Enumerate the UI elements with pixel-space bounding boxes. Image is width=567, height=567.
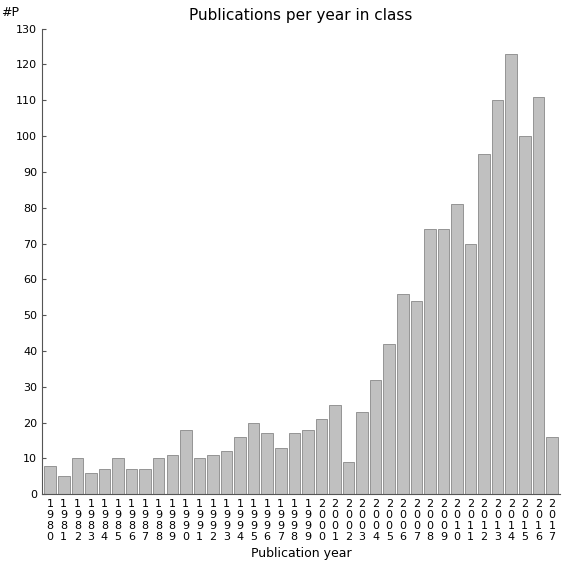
Bar xyxy=(180,430,192,494)
Bar xyxy=(112,459,124,494)
Bar xyxy=(234,437,246,494)
Bar xyxy=(139,469,151,494)
Bar xyxy=(207,455,219,494)
Bar xyxy=(153,459,164,494)
Bar xyxy=(193,459,205,494)
X-axis label: Publication year: Publication year xyxy=(251,547,352,560)
Bar xyxy=(71,459,83,494)
Bar xyxy=(126,469,137,494)
Bar xyxy=(58,476,70,494)
Text: #P: #P xyxy=(1,6,19,19)
Bar xyxy=(343,462,354,494)
Bar xyxy=(397,294,409,494)
Bar xyxy=(44,466,56,494)
Bar xyxy=(221,451,232,494)
Bar xyxy=(438,229,449,494)
Bar xyxy=(519,136,531,494)
Bar xyxy=(546,437,558,494)
Bar xyxy=(370,380,382,494)
Bar xyxy=(99,469,110,494)
Bar xyxy=(261,433,273,494)
Bar xyxy=(505,54,517,494)
Bar xyxy=(289,433,300,494)
Bar xyxy=(411,301,422,494)
Bar xyxy=(424,229,435,494)
Bar xyxy=(492,100,503,494)
Bar xyxy=(479,154,490,494)
Bar xyxy=(356,412,368,494)
Bar xyxy=(85,473,97,494)
Bar xyxy=(451,204,463,494)
Title: Publications per year in class: Publications per year in class xyxy=(189,9,413,23)
Bar xyxy=(275,448,286,494)
Bar xyxy=(329,405,341,494)
Bar xyxy=(532,97,544,494)
Bar xyxy=(465,244,476,494)
Bar xyxy=(302,430,314,494)
Bar xyxy=(248,422,259,494)
Bar xyxy=(167,455,178,494)
Bar xyxy=(316,419,327,494)
Bar xyxy=(383,344,395,494)
